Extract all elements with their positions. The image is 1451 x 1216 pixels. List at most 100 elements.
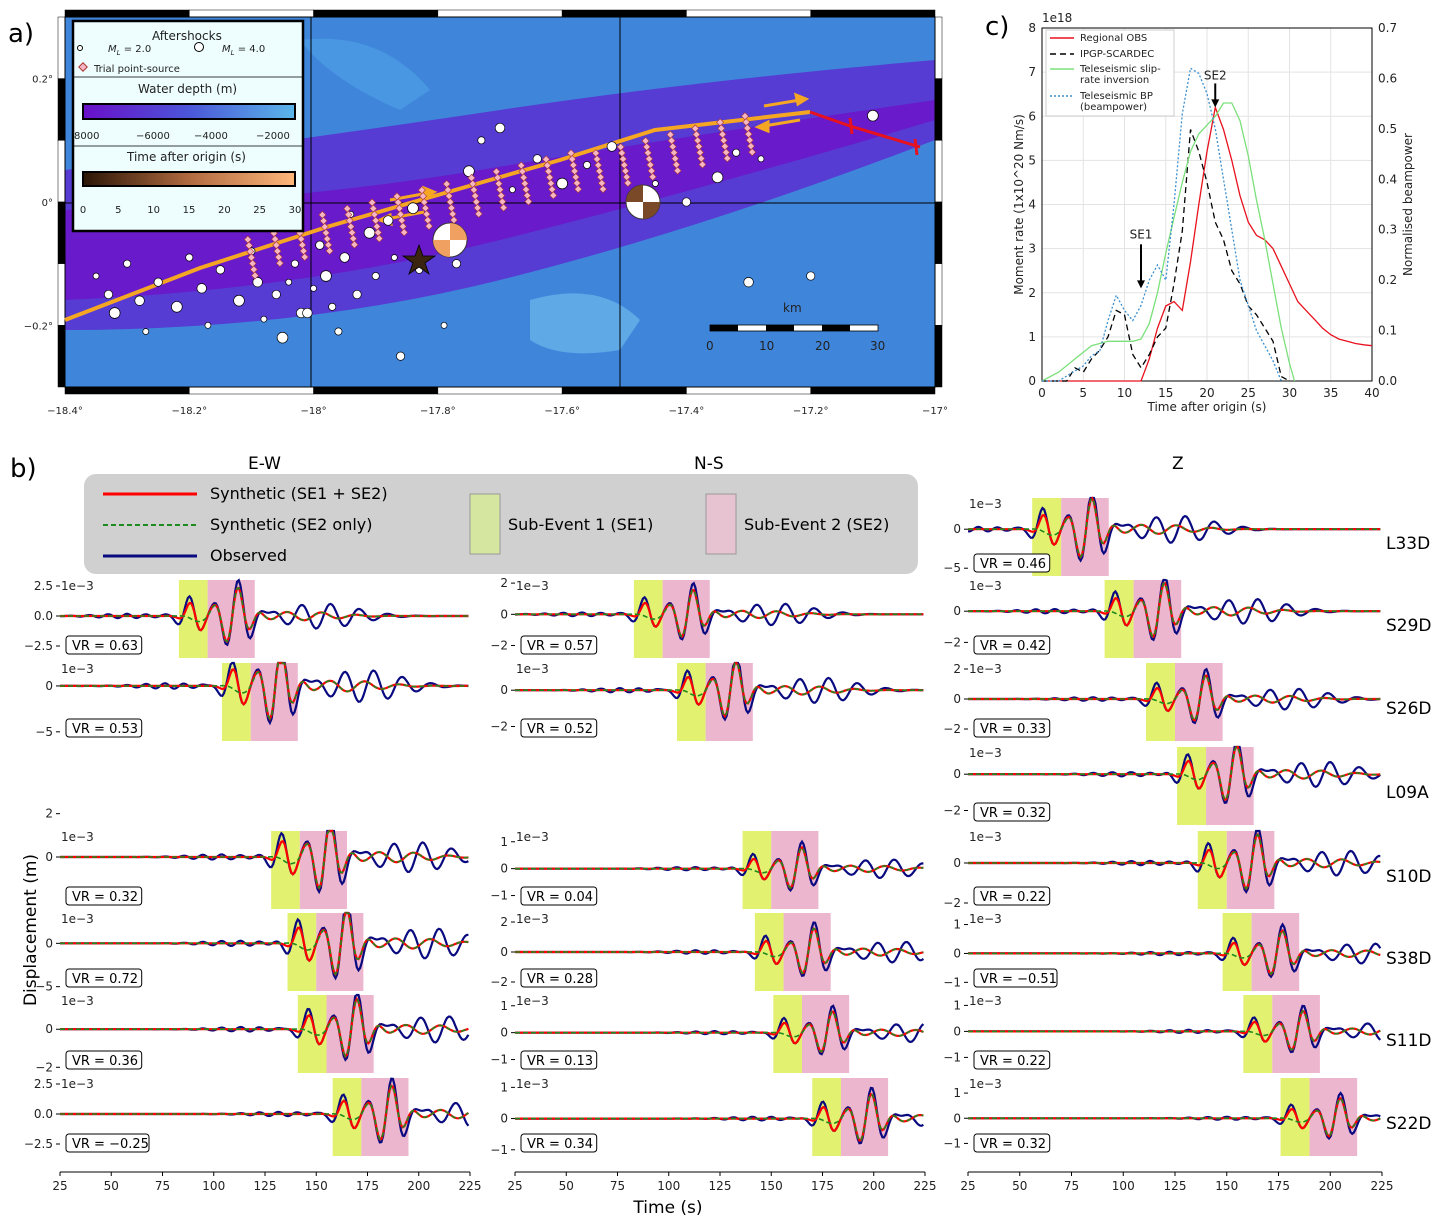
x-tick-label: 75 <box>155 1179 170 1193</box>
synthetic-se2-trace <box>515 927 924 974</box>
se1-window <box>1104 580 1134 658</box>
synthetic-se1-se2-trace <box>968 745 1381 801</box>
trial-source-marker <box>324 240 333 249</box>
trial-source-marker <box>723 154 732 163</box>
aftershock-marker <box>196 283 207 294</box>
time-colorbar-tick: 30 <box>289 205 302 216</box>
chart-y2-tick: 0.5 <box>1378 122 1397 136</box>
chart-x-tick: 15 <box>1158 386 1173 400</box>
trial-source-marker <box>299 247 308 255</box>
trial-source-marker <box>397 216 406 225</box>
aftershock-marker <box>315 240 325 250</box>
trial-source-marker <box>567 149 575 158</box>
trial-source-marker <box>517 161 526 170</box>
trial-source-marker <box>671 154 680 163</box>
exponent-label: 1e−3 <box>969 912 1002 926</box>
legend-red-label: Synthetic (SE1 + SE2) <box>210 484 388 503</box>
se1-window <box>742 831 772 909</box>
exponent-label: 1e−3 <box>516 912 549 926</box>
water-tick: 8000 <box>74 131 99 142</box>
trial-source-marker <box>694 142 703 151</box>
aftershock-marker <box>606 141 618 152</box>
map-y-tick: 0° <box>42 198 53 209</box>
legend-aftershocks-title: Aftershocks <box>152 29 222 43</box>
trial-source-marker <box>251 271 259 280</box>
chart-series-line <box>1042 67 1282 382</box>
x-tick-label: 75 <box>1064 1179 1079 1193</box>
station-label: S11D <box>1386 1031 1432 1051</box>
synthetic-se2-trace <box>515 1093 924 1142</box>
map-x-tick: −18.4° <box>47 406 83 417</box>
map-frame-segment <box>934 140 943 203</box>
time-colorbar-tick: 20 <box>218 205 231 216</box>
chart-y-tick: 0 <box>1028 374 1036 388</box>
vr-badge <box>65 635 143 655</box>
exponent-label: 1e−3 <box>61 579 94 593</box>
time-colorbar-tick: 25 <box>253 205 266 216</box>
map-axes: −18.4° −18.2° −18° −17.8° −17.6° −17.4° −17.2°… <box>24 75 948 417</box>
y-tick-label: 1 <box>953 1086 961 1100</box>
shallow-area-north <box>300 38 430 111</box>
trial-source-marker <box>449 216 458 224</box>
vr-value: VR = 0.32 <box>980 806 1046 821</box>
aftershock-marker <box>134 295 145 306</box>
chart-legend-box <box>1045 29 1175 117</box>
chart-y-tick: 7 <box>1028 65 1036 79</box>
trial-source-marker <box>394 198 403 207</box>
y-tick-label: 1 <box>953 918 961 932</box>
chart-legend-label: IPGP-SCARDEC <box>1080 49 1154 60</box>
trial-source-marker <box>574 185 583 194</box>
trial-source-marker <box>325 246 334 255</box>
aftershock-marker <box>339 252 350 263</box>
trial-source-marker <box>396 210 405 219</box>
chart-legend-label: Teleseismic BP (beampower) <box>1079 91 1153 113</box>
synthetic-se2-trace <box>968 1097 1381 1138</box>
trial-source-marker <box>399 222 407 231</box>
map-frame-segment <box>189 386 314 395</box>
exponent-label: 1e−3 <box>61 994 94 1008</box>
y-tick-label: 0 <box>953 1024 961 1038</box>
aftershock-marker <box>142 328 150 335</box>
station-label: S29D <box>1386 616 1432 636</box>
trial-source-marker <box>371 216 380 225</box>
trial-source-marker <box>445 192 454 200</box>
x-tick-label: 100 <box>202 1179 225 1193</box>
waveform-grid: 0 −5 1e−3 VR = 0.46 L33D 2.5 0.0 −2.5 1e−3 VR = 0… <box>24 496 1432 1193</box>
waveform-s10d-ns: 1 0 −1 1e−3 VR = 0.04 <box>490 830 924 909</box>
map-frame-segment <box>934 263 943 326</box>
observed-trace <box>515 839 924 893</box>
aftershock-marker <box>711 171 724 184</box>
x-tick-label: 150 <box>760 1179 783 1193</box>
trial-source-marker <box>668 142 677 151</box>
trial-source-marker <box>497 191 506 200</box>
trial-source-marker <box>599 185 607 194</box>
trial-source-marker <box>323 234 332 243</box>
trial-source-marker <box>271 235 280 244</box>
trial-source-marker <box>246 247 255 256</box>
waveform-s11d-z: 1 0 −1 1e−3 VR = 0.22 <box>943 994 1382 1073</box>
y-tick-label: 0 <box>953 946 961 960</box>
aftershock-marker <box>215 265 225 275</box>
trial-source-marker <box>417 186 426 195</box>
aftershock-marker <box>285 278 293 286</box>
trial-source-marker <box>524 197 533 206</box>
trial-source-marker <box>447 204 456 212</box>
aftershock-marker <box>532 154 542 164</box>
ridge-tick <box>848 117 854 135</box>
trial-source-marker <box>375 234 384 243</box>
synthetic-se1-se2-trace <box>60 586 469 644</box>
aftershock-marker <box>260 315 268 323</box>
y-tick-label: −2 <box>943 722 961 736</box>
trial-source-marker <box>641 136 650 145</box>
x-tick-label: 100 <box>657 1179 680 1193</box>
vr-value: VR = 0.32 <box>72 890 138 905</box>
vr-badge <box>520 1050 598 1070</box>
waveform-s38d-ew: 0 −5 1e−3 VR = 0.72 <box>35 911 469 994</box>
observed-trace <box>60 993 470 1062</box>
water-tick: −4000 <box>194 131 228 142</box>
synthetic-se1-se2-trace <box>60 996 469 1059</box>
aftershock-marker <box>123 259 132 268</box>
y-tick-label: −1 <box>943 1050 961 1064</box>
synthetic-se2-trace <box>60 997 469 1058</box>
aftershock-marker <box>153 277 163 287</box>
